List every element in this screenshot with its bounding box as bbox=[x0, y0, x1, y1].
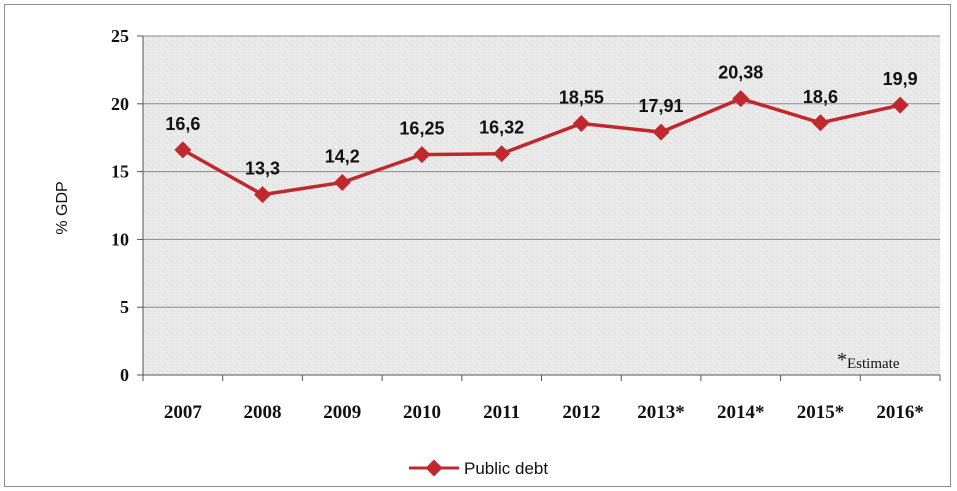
gridlines bbox=[143, 35, 940, 308]
estimate-note-star: * bbox=[837, 349, 847, 371]
y-tick-label: 20 bbox=[111, 94, 129, 114]
data-labels: 16,6 13,3 14,2 16,25 16,32 18,55 17,91 20,38 18,… bbox=[165, 63, 917, 179]
y-tick-labels: 0 5 10 15 20 25 bbox=[111, 26, 129, 385]
data-point bbox=[413, 146, 431, 164]
data-label: 16,32 bbox=[479, 118, 524, 138]
data-point bbox=[732, 90, 750, 108]
y-tick-label: 0 bbox=[120, 365, 129, 385]
y-tick-label: 5 bbox=[120, 297, 129, 317]
estimate-note: *Estimate bbox=[837, 349, 900, 372]
plot-area bbox=[143, 36, 940, 375]
data-point bbox=[493, 145, 511, 163]
series-public-debt bbox=[174, 90, 909, 204]
data-label: 18,55 bbox=[559, 87, 604, 107]
data-point bbox=[572, 114, 590, 132]
x-tick-label: 2013* bbox=[637, 402, 685, 423]
series-line bbox=[181, 96, 901, 197]
data-point bbox=[254, 186, 272, 204]
x-tick-label: 2007 bbox=[164, 402, 203, 423]
data-label: 19,9 bbox=[883, 69, 918, 89]
data-label: 16,6 bbox=[165, 114, 200, 134]
y-tick-label: 10 bbox=[111, 229, 129, 249]
data-label: 14,2 bbox=[325, 146, 360, 166]
data-point bbox=[811, 114, 829, 132]
x-tick-label: 2009 bbox=[323, 402, 361, 423]
x-tick-label: 2016* bbox=[876, 402, 924, 423]
data-label: 17,91 bbox=[639, 96, 684, 116]
data-point bbox=[333, 173, 351, 191]
data-point bbox=[174, 141, 192, 159]
x-tick-label: 2014* bbox=[717, 402, 765, 423]
data-label: 16,25 bbox=[399, 119, 444, 139]
data-label: 13,3 bbox=[245, 159, 280, 179]
x-tick-label: 2008 bbox=[244, 402, 282, 423]
x-tick-label: 2012 bbox=[562, 402, 600, 423]
chart-frame: 0 5 10 15 20 25 2007 2008 2009 2010 2011 2012 2013*… bbox=[4, 4, 951, 487]
data-point bbox=[891, 96, 909, 114]
x-tick-label: 2015* bbox=[797, 402, 845, 423]
svg-text:*Estimate: *Estimate bbox=[837, 349, 900, 372]
line-chart: 0 5 10 15 20 25 2007 2008 2009 2010 2011 2012 2013*… bbox=[54, 26, 941, 478]
axes bbox=[137, 35, 941, 381]
data-label: 18,6 bbox=[803, 87, 838, 107]
x-tick-label: 2010 bbox=[403, 402, 441, 423]
data-point bbox=[652, 123, 670, 141]
x-tick-labels: 2007 2008 2009 2010 2011 2012 2013* 2014* 2015* 2… bbox=[164, 402, 924, 423]
data-label: 20,38 bbox=[718, 63, 763, 83]
legend-marker bbox=[425, 459, 443, 477]
y-axis-label: % GDP bbox=[54, 181, 71, 234]
legend: Public debt bbox=[409, 459, 548, 478]
y-tick-label: 25 bbox=[111, 26, 129, 46]
x-tick-label: 2011 bbox=[483, 402, 520, 423]
estimate-note-text: Estimate bbox=[847, 356, 900, 372]
legend-label: Public debt bbox=[464, 459, 548, 478]
y-tick-label: 15 bbox=[111, 162, 129, 182]
